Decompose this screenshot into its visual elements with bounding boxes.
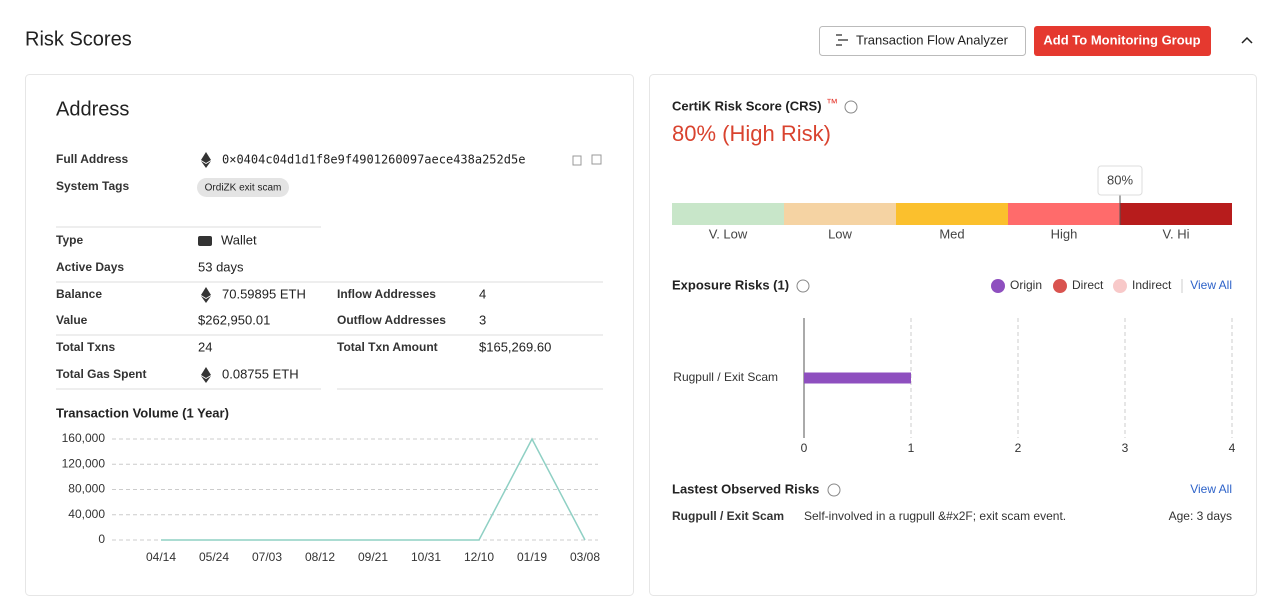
category-label: Rugpull / Exit Scam	[673, 370, 778, 384]
stat-label: Outflow Addresses	[337, 313, 446, 327]
legend-label: Origin	[1010, 278, 1042, 292]
stat-label: Type	[56, 233, 83, 247]
stat-value: 3	[479, 312, 486, 327]
separators	[56, 226, 603, 390]
stat-label: Value	[56, 313, 88, 327]
monitor-button[interactable]	[1034, 26, 1211, 56]
x-tick-label: 01/19	[517, 550, 547, 564]
marker-tooltip	[1097, 165, 1143, 196]
risk-level-label: Med	[939, 226, 964, 241]
x-tick-label: 03/08	[570, 550, 600, 564]
flow-button-label[interactable]: Transaction Flow Analyzer	[856, 32, 1009, 47]
chart-title: Transaction Volume (1 Year)	[56, 405, 229, 420]
risk-level-label: High	[1051, 226, 1078, 241]
stat-label: Total Txns	[56, 340, 115, 354]
tag-pill	[197, 178, 289, 197]
section-title: Exposure Risks (1)	[672, 277, 789, 292]
stat-value: 24	[198, 339, 212, 354]
field-label: System Tags	[56, 179, 129, 193]
field-label: Full Address	[56, 152, 129, 166]
stat-label: Total Gas Spent	[56, 367, 146, 381]
stat-label: Total Txn Amount	[337, 340, 438, 354]
stat-label: Balance	[56, 287, 102, 301]
risk-description: Self-involved in a rugpull &#x2F; exit s…	[804, 509, 1066, 523]
trademark: ™	[826, 96, 838, 110]
crs-score: 80% (High Risk)	[672, 121, 831, 146]
y-tick-label: 40,000	[68, 507, 105, 521]
volume-line	[161, 437, 586, 541]
info-icons[interactable]	[796, 100, 858, 497]
x-tick-label: 08/12	[305, 550, 335, 564]
x-tick-label: 07/03	[252, 550, 282, 564]
stat-value: 4	[479, 286, 486, 301]
eth-icon	[201, 152, 211, 168]
y-tick-label: 120,000	[62, 456, 106, 470]
risk-name: Rugpull / Exit Scam	[672, 509, 784, 523]
legend-swatch	[1113, 279, 1127, 293]
stat-value: 0.08755 ETH	[222, 366, 299, 381]
y-tick-label: 0	[98, 532, 105, 546]
risk-level-label: V. Hi	[1163, 226, 1190, 241]
open-icon[interactable]	[591, 154, 602, 165]
risk-segment	[1120, 203, 1232, 225]
stat-label: Inflow Addresses	[337, 287, 436, 301]
risk-age: Age: 3 days	[1169, 509, 1232, 523]
page-title: Risk Scores	[25, 28, 132, 50]
monitor-button-label[interactable]: Add To Monitoring Group	[1043, 32, 1200, 47]
legend-swatch	[1053, 279, 1067, 293]
stat-value: $165,269.60	[479, 339, 551, 354]
x-tick-label: 05/24	[199, 550, 229, 564]
view-all-link[interactable]: View All	[1190, 482, 1232, 496]
stat-value: 53 days	[198, 259, 244, 274]
risk-segment	[1008, 203, 1120, 225]
stat-value: 70.59895 ETH	[222, 286, 306, 301]
x-tick-label: 2	[1015, 441, 1022, 455]
y-tick-label: 80,000	[68, 482, 105, 496]
risk-segment	[784, 203, 896, 225]
risk-segment	[896, 203, 1008, 225]
risk-level-label: V. Low	[709, 226, 748, 241]
legend-label: Direct	[1072, 278, 1104, 292]
x-tick-label: 10/31	[411, 550, 441, 564]
exposure-bar	[804, 372, 911, 384]
marker-label: 80%	[1107, 172, 1133, 187]
card-title: Address	[56, 98, 129, 120]
field-value: 0×0404c04d1d1f8e9f4901260097aece438a252d…	[222, 153, 525, 167]
x-tick-label: 04/14	[146, 550, 176, 564]
collapse-icon[interactable]	[1241, 36, 1253, 44]
x-tick-label: 1	[908, 441, 915, 455]
legend-label: Indirect	[1132, 278, 1172, 292]
x-tick-label: 09/21	[358, 550, 388, 564]
x-tick-label: 4	[1229, 441, 1236, 455]
stat-label: Active Days	[56, 260, 124, 274]
copy-icon[interactable]	[572, 155, 582, 166]
eth-icon	[201, 287, 211, 303]
flow-icon	[836, 34, 848, 46]
stat-value: Wallet	[221, 232, 257, 247]
eth-icon	[201, 367, 211, 383]
risk-level-label: Low	[828, 226, 852, 241]
stat-value: $262,950.01	[198, 312, 270, 327]
y-tick-label: 160,000	[62, 431, 106, 445]
section-title: Lastest Observed Risks	[672, 481, 819, 496]
wallet-icon	[198, 236, 212, 246]
risk-segment	[672, 203, 784, 225]
flow-button[interactable]	[819, 26, 1026, 56]
x-tick-label: 12/10	[464, 550, 494, 564]
x-tick-label: 3	[1122, 441, 1129, 455]
legend-swatch	[991, 279, 1005, 293]
view-all-link[interactable]: View All	[1190, 278, 1232, 292]
tag: OrdiZK exit scam	[205, 183, 282, 194]
x-tick-label: 0	[801, 441, 808, 455]
crs-title: CertiK Risk Score (CRS)	[672, 98, 822, 113]
